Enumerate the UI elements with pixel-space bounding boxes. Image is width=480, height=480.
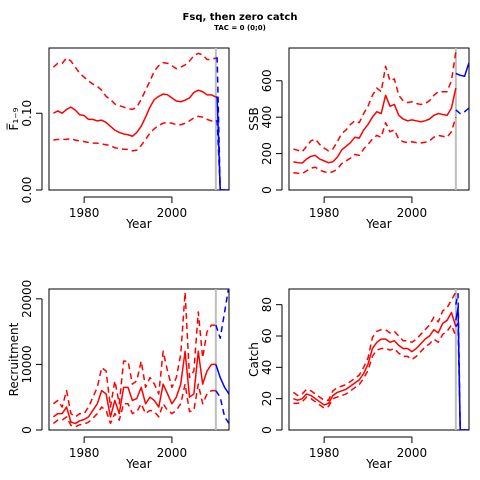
x-tick-label: 1980 (309, 206, 340, 220)
panel-catch: 1980 2000 Year 0 20 40 60 80 Catch (247, 288, 470, 471)
series-projection-upper (215, 57, 229, 190)
plot-area (292, 289, 469, 430)
panel-f: 1980 2000 Year 0.00 0.10F̅₁₋₉ (6, 47, 230, 231)
series-projection-median (455, 307, 469, 430)
plot-area (52, 48, 229, 190)
series-history-median (52, 350, 216, 425)
x-axis-label: Year (365, 457, 391, 471)
y-tick-label: 600 (260, 69, 274, 92)
plot-area (293, 48, 469, 190)
series-projection-median (215, 364, 229, 395)
series-history-lower (52, 383, 216, 428)
x-tick-label: 2000 (157, 446, 188, 460)
series-history-upper (52, 291, 216, 418)
plot-frame (288, 47, 470, 191)
series-projection-median (215, 96, 229, 190)
x-tick-label: 1980 (69, 446, 100, 460)
y-tick-label: 0.00 (20, 177, 34, 204)
series-projection-lower (215, 120, 229, 190)
y-tick-label: 40 (260, 360, 274, 375)
plot-frame (288, 288, 470, 431)
figure-title: Fsq, then zero catch (183, 12, 298, 23)
series-projection-upper (215, 289, 229, 339)
y-tick-label: 0 (260, 426, 274, 434)
y-axis-label: Recruitment (7, 322, 21, 396)
series-projection-median (455, 62, 469, 77)
series-history-lower (293, 324, 457, 409)
series-history-median (293, 87, 457, 164)
y-tick-label: 80 (260, 297, 274, 312)
y-tick-label: 0 (20, 426, 34, 434)
y-tick-label: 0.10 (20, 100, 34, 127)
x-axis-label: Year (125, 217, 151, 231)
x-tick-label: 2000 (397, 446, 428, 460)
y-tick-label: 20 (260, 391, 274, 406)
plot-frame (48, 47, 230, 191)
series-projection-lower (215, 390, 229, 424)
y-tick-label: 200 (260, 142, 274, 165)
y-axis-label: Catch (247, 342, 261, 377)
y-axis-label: F̅₁₋₉ (6, 107, 21, 130)
y-tick-label: 10000 (20, 345, 34, 383)
panel-ssb: 1980 2000 Year 0 200 400 600 SSB (247, 47, 470, 231)
x-axis-label: Year (365, 217, 391, 231)
series-projection-lower (455, 107, 469, 115)
x-axis-label: Year (125, 457, 151, 471)
plot-frame (48, 288, 230, 431)
series-history-lower (53, 115, 216, 152)
y-axis-label: SSB (247, 107, 261, 130)
series-history-median (293, 311, 457, 406)
series-projection-lower (455, 322, 469, 430)
y-tick-label: 20000 (20, 280, 34, 318)
panel-recruitment: 1980 2000 Year 0 10000 20000 Recruitment (7, 280, 230, 471)
x-tick-label: 2000 (397, 206, 428, 220)
y-tick-label: 400 (260, 106, 274, 129)
x-tick-label: 1980 (309, 446, 340, 460)
x-tick-label: 2000 (157, 206, 188, 220)
plot-area (52, 289, 229, 430)
y-tick-label: 0 (260, 186, 274, 194)
series-history-upper (292, 291, 457, 401)
x-tick-label: 1980 (69, 206, 100, 220)
y-tick-label: 60 (260, 328, 274, 343)
series-history-upper (293, 51, 457, 153)
series-history-median (53, 89, 217, 138)
series-history-upper (52, 52, 217, 111)
figure-subtitle: TAC = 0 (0;0) (214, 24, 266, 32)
